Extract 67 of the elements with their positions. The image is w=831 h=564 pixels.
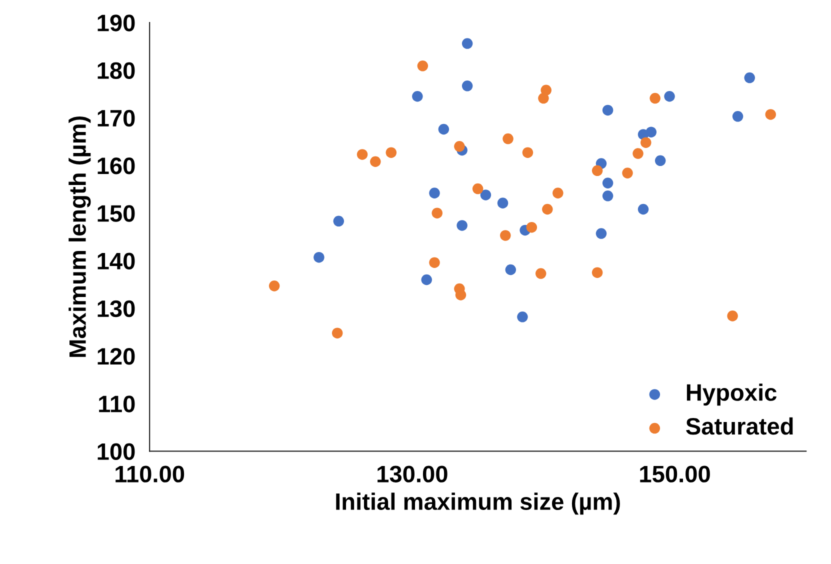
y-tick-label: 150 [98,205,135,222]
point [332,328,343,338]
point [517,312,528,322]
point [333,216,344,227]
point [552,188,564,198]
point [592,267,603,278]
point [370,156,381,168]
y-tick-label: 140 [98,252,135,270]
y-tick-label: 100 [98,443,135,460]
point [386,147,397,158]
point [727,310,738,322]
point [522,147,534,158]
point [500,230,511,241]
point [602,104,614,116]
point [421,274,432,286]
point [535,268,546,279]
point [462,80,473,92]
y-tick-label: 120 [98,348,135,365]
x-tick-label: 150.00 [640,466,710,482]
point [664,91,675,102]
point [505,264,516,276]
point [314,252,324,263]
point [412,91,423,102]
y-tick-label: 170 [98,110,135,127]
legend-label: Saturated [686,417,793,435]
point [732,111,744,122]
y-tick-label: 110 [99,396,135,412]
x-tick-label: 110.00 [116,466,184,482]
point [744,72,755,84]
point [650,92,660,104]
point [429,257,440,268]
point [356,149,368,160]
point [526,222,538,233]
point [640,137,652,148]
point [429,188,440,198]
y-tick-label: 180 [98,62,135,79]
point [602,178,614,188]
point [592,165,603,176]
x-tick-label: 130.00 [378,466,448,482]
point [268,280,280,292]
point [638,204,649,215]
point [654,155,666,166]
y-tick-label: 130 [98,300,135,318]
point [438,124,450,135]
y-tick-label: 190 [98,14,135,32]
point [765,109,776,120]
point [456,220,468,231]
point [632,148,644,159]
point [502,133,514,144]
y-axis-title: Maximum length (µm) [68,116,91,357]
point [472,183,484,194]
point [417,60,428,72]
point [432,208,442,218]
point [538,92,549,104]
point [480,190,492,200]
point [602,190,614,202]
point [542,204,553,215]
point [622,168,633,178]
legend-label: Hypoxic [686,384,777,406]
point [596,228,607,239]
point [462,38,473,49]
point [455,290,466,300]
x-axis-title: Initial maximum size (µm) [336,492,620,515]
point [454,141,465,152]
point [497,198,508,208]
y-tick-label: 160 [98,158,135,174]
point [646,126,657,138]
